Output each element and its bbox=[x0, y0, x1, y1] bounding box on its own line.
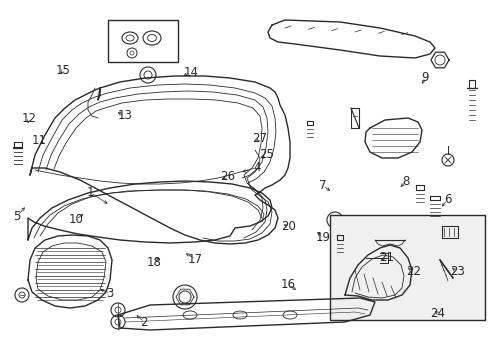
Text: 5: 5 bbox=[13, 210, 21, 222]
Text: 18: 18 bbox=[146, 256, 161, 269]
Text: 27: 27 bbox=[251, 132, 266, 145]
Text: 8: 8 bbox=[401, 175, 409, 188]
Text: 7: 7 bbox=[318, 179, 326, 192]
Bar bbox=[108, 20, 178, 62]
Text: 25: 25 bbox=[259, 148, 273, 161]
Text: 9: 9 bbox=[421, 71, 428, 84]
Text: 21: 21 bbox=[378, 251, 393, 264]
Text: 12: 12 bbox=[22, 112, 37, 125]
Text: 6: 6 bbox=[443, 193, 450, 206]
Text: 26: 26 bbox=[220, 170, 234, 183]
Text: 10: 10 bbox=[68, 213, 83, 226]
Text: 20: 20 bbox=[281, 220, 295, 233]
Text: 11: 11 bbox=[32, 134, 46, 147]
Text: 15: 15 bbox=[56, 64, 71, 77]
Text: 23: 23 bbox=[449, 265, 464, 278]
Text: 19: 19 bbox=[315, 231, 329, 244]
Text: 13: 13 bbox=[117, 109, 132, 122]
Text: 14: 14 bbox=[183, 66, 198, 78]
Text: 22: 22 bbox=[405, 265, 420, 278]
Text: 1: 1 bbox=[86, 186, 94, 199]
Text: 3: 3 bbox=[106, 287, 114, 300]
Text: 2: 2 bbox=[140, 316, 148, 329]
Text: 4: 4 bbox=[252, 161, 260, 174]
Bar bbox=[329, 215, 484, 320]
Text: 17: 17 bbox=[188, 253, 203, 266]
Text: 24: 24 bbox=[429, 307, 444, 320]
Text: 16: 16 bbox=[281, 278, 295, 291]
